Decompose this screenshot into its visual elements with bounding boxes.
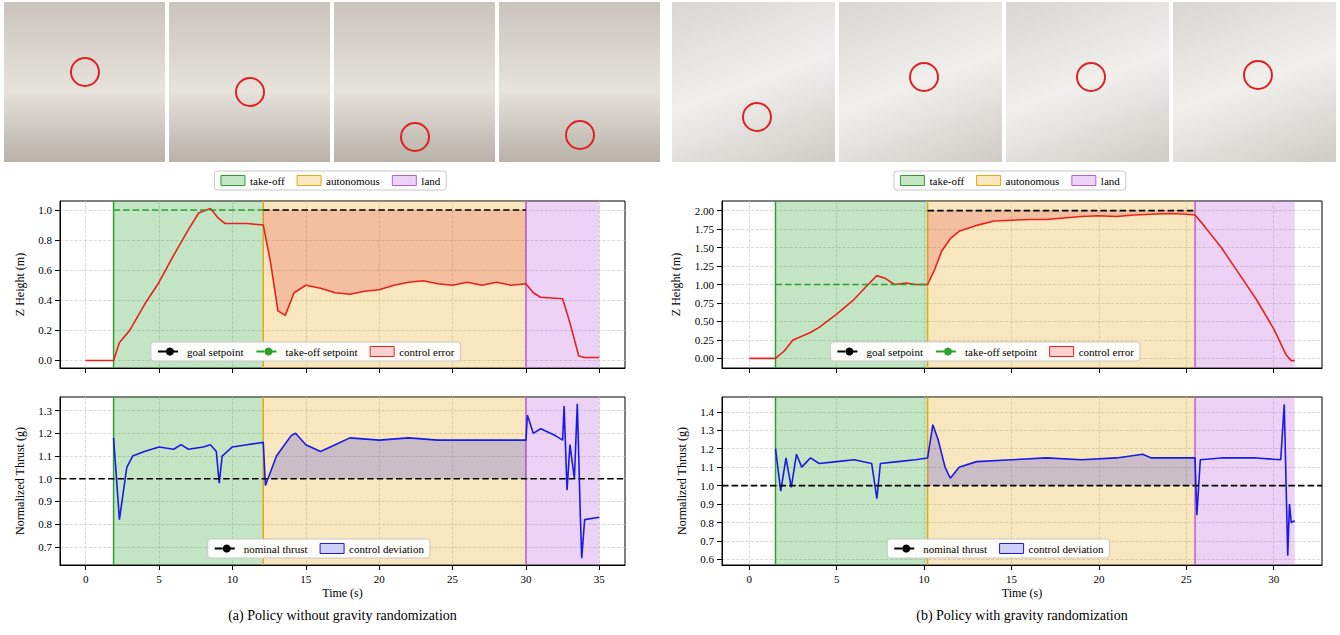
- svg-text:30: 30: [1268, 573, 1280, 585]
- svg-text:1.3: 1.3: [700, 424, 714, 436]
- svg-text:Normalized Thrust (g): Normalized Thrust (g): [13, 427, 27, 535]
- svg-text:take-off setpoint: take-off setpoint: [965, 346, 1037, 358]
- svg-text:1.50: 1.50: [695, 242, 715, 254]
- svg-text:take-off: take-off: [929, 175, 964, 187]
- svg-text:0.9: 0.9: [700, 498, 714, 510]
- svg-text:Time (s): Time (s): [1002, 586, 1043, 600]
- svg-text:1.0: 1.0: [38, 473, 52, 485]
- svg-text:0.2: 0.2: [38, 324, 52, 336]
- svg-text:0.4: 0.4: [38, 294, 52, 306]
- svg-text:1.4: 1.4: [700, 406, 714, 418]
- svg-text:take-off: take-off: [250, 175, 285, 187]
- svg-text:0.8: 0.8: [38, 518, 52, 530]
- svg-text:0.7: 0.7: [700, 535, 714, 547]
- html-text:(b) Policy with gravity random: (b) Policy with gravity randomization: [916, 608, 1128, 623]
- svg-text:0.6: 0.6: [700, 553, 714, 565]
- svg-text:1.0: 1.0: [38, 204, 52, 216]
- svg-text:25: 25: [447, 573, 459, 585]
- svg-text:10: 10: [919, 573, 931, 585]
- svg-text:Time (s): Time (s): [322, 586, 363, 600]
- svg-text:autonomous: autonomous: [1006, 175, 1060, 187]
- svg-text:0.8: 0.8: [700, 517, 714, 529]
- svg-text:1.2: 1.2: [700, 443, 714, 455]
- svg-text:0.00: 0.00: [695, 352, 715, 364]
- svg-text:land: land: [421, 175, 440, 187]
- svg-text:nominal thrust: nominal thrust: [923, 543, 987, 555]
- svg-text:take-off setpoint: take-off setpoint: [285, 346, 357, 358]
- svg-text:1.25: 1.25: [695, 260, 715, 272]
- svg-text:1.1: 1.1: [700, 461, 714, 473]
- svg-text:1.3: 1.3: [38, 405, 52, 417]
- svg-text:1.00: 1.00: [695, 279, 715, 291]
- svg-text:20: 20: [1093, 573, 1105, 585]
- svg-text:land: land: [1101, 175, 1120, 187]
- svg-text:1.0: 1.0: [700, 480, 714, 492]
- svg-text:goal setpoint: goal setpoint: [866, 346, 923, 358]
- svg-text:0: 0: [83, 573, 89, 585]
- svg-text:1.75: 1.75: [695, 223, 715, 235]
- svg-text:5: 5: [834, 573, 840, 585]
- svg-text:goal setpoint: goal setpoint: [187, 346, 244, 358]
- html-text:(a) Policy without gravity ran: (a) Policy without gravity randomization: [228, 608, 457, 623]
- svg-text:0.25: 0.25: [695, 334, 715, 346]
- svg-text:control error: control error: [399, 346, 455, 358]
- svg-text:Z Height (m): Z Height (m): [669, 253, 683, 316]
- svg-text:0.6: 0.6: [38, 264, 52, 276]
- svg-text:0.0: 0.0: [38, 354, 52, 366]
- svg-text:25: 25: [1181, 573, 1193, 585]
- svg-text:control deviation: control deviation: [1029, 543, 1104, 555]
- svg-text:5: 5: [156, 573, 162, 585]
- svg-text:0: 0: [747, 573, 753, 585]
- svg-text:0.7: 0.7: [38, 541, 52, 553]
- svg-text:0.8: 0.8: [38, 234, 52, 246]
- svg-text:30: 30: [520, 573, 532, 585]
- svg-text:15: 15: [1006, 573, 1018, 585]
- svg-text:10: 10: [227, 573, 239, 585]
- svg-text:1.1: 1.1: [38, 450, 52, 462]
- svg-text:0.75: 0.75: [695, 297, 715, 309]
- svg-text:2.00: 2.00: [695, 205, 715, 217]
- svg-text:Z Height (m): Z Height (m): [13, 253, 27, 316]
- svg-text:1.2: 1.2: [38, 427, 52, 439]
- svg-text:nominal thrust: nominal thrust: [244, 543, 308, 555]
- svg-text:control error: control error: [1079, 346, 1135, 358]
- svg-text:0.50: 0.50: [695, 315, 715, 327]
- svg-text:15: 15: [300, 573, 312, 585]
- svg-text:control deviation: control deviation: [349, 543, 424, 555]
- svg-text:0.9: 0.9: [38, 495, 52, 507]
- svg-text:35: 35: [594, 573, 606, 585]
- svg-text:Normalized Thrust (g): Normalized Thrust (g): [675, 427, 689, 535]
- svg-text:autonomous: autonomous: [326, 175, 380, 187]
- svg-text:20: 20: [374, 573, 386, 585]
